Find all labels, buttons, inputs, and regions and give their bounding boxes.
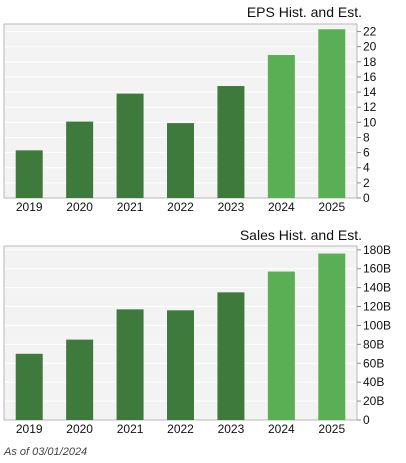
- sales-bar-2023: [217, 292, 245, 420]
- eps-y-tick-label: 12: [363, 100, 377, 114]
- eps-x-tick-label: 2019: [16, 200, 43, 214]
- sales-x-tick-label: 2019: [16, 422, 43, 436]
- eps-bar-2025: [318, 29, 346, 198]
- sales-bar-2022: [167, 310, 194, 420]
- sales-x-tick-label: 2021: [117, 422, 144, 436]
- eps-x-tick-label: 2022: [167, 200, 194, 214]
- eps-chart-title: EPS Hist. and Est.: [246, 4, 362, 20]
- eps-bar-2022: [167, 123, 194, 198]
- sales-y-tick-label: 180B: [363, 243, 391, 257]
- sales-y-tick-label: 40B: [363, 375, 384, 389]
- sales-y-tick-label: 60B: [363, 356, 384, 370]
- eps-x-tick-label: 2024: [268, 200, 295, 214]
- sales-x-tick-label: 2023: [218, 422, 245, 436]
- eps-y-tick-label: 16: [363, 70, 377, 84]
- eps-y-tick-label: 22: [363, 25, 377, 39]
- eps-bar-2019: [15, 150, 43, 198]
- sales-bar-2020: [66, 339, 94, 420]
- eps-bar-2024: [267, 55, 295, 198]
- sales-x-tick-label: 2024: [268, 422, 295, 436]
- eps-bar-2023: [217, 86, 245, 198]
- eps-x-tick-label: 2025: [318, 200, 345, 214]
- eps-y-tick-label: 4: [363, 161, 370, 175]
- sales-x-tick-label: 2025: [318, 422, 345, 436]
- sales-y-tick-label: 160B: [363, 262, 391, 276]
- sales-y-tick-label: 140B: [363, 281, 391, 295]
- eps-y-tick-label: 2: [363, 176, 370, 190]
- eps-y-tick-label: 10: [363, 115, 377, 129]
- sales-bar-2019: [15, 353, 43, 420]
- sales-chart-title: Sales Hist. and Est.: [239, 227, 362, 243]
- sales-bar-2024: [267, 271, 295, 420]
- sales-y-tick-label: 80B: [363, 337, 384, 351]
- eps-x-tick-label: 2021: [117, 200, 144, 214]
- eps-y-tick-label: 8: [363, 130, 370, 144]
- eps-y-tick-label: 18: [363, 55, 377, 69]
- sales-y-tick-label: 100B: [363, 318, 391, 332]
- sales-bar-2021: [116, 309, 144, 420]
- eps-x-tick-label: 2020: [66, 200, 93, 214]
- eps-y-tick-label: 0: [363, 191, 370, 205]
- sales-y-tick-label: 20B: [363, 394, 384, 408]
- sales-y-tick-label: 0: [363, 413, 370, 427]
- eps-y-tick-label: 14: [363, 85, 377, 99]
- eps-bar-2021: [116, 93, 144, 198]
- sales-bar-2025: [318, 253, 346, 420]
- eps-bar-2020: [66, 121, 94, 198]
- eps-y-tick-label: 20: [363, 40, 377, 54]
- eps-y-tick-label: 6: [363, 146, 370, 160]
- sales-y-tick-label: 120B: [363, 300, 391, 314]
- sales-x-tick-label: 2022: [167, 422, 194, 436]
- sales-x-tick-label: 2020: [66, 422, 93, 436]
- eps-x-tick-label: 2023: [218, 200, 245, 214]
- as-of-date-footnote: As of 03/01/2024: [4, 446, 88, 458]
